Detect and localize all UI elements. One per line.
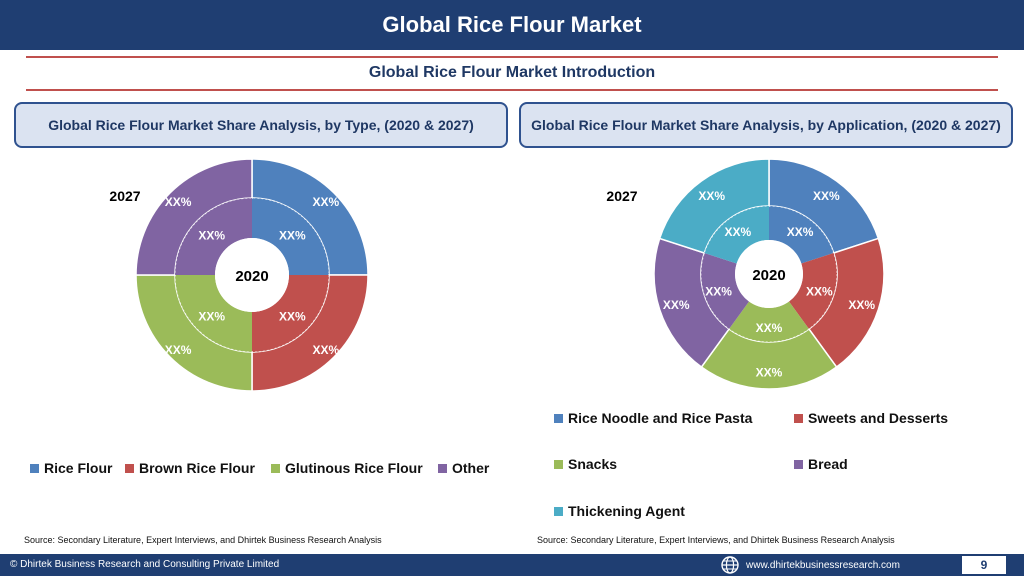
data-label-2027: XX% <box>698 189 725 203</box>
ring-separator <box>700 205 838 343</box>
type-chart-heading: Global Rice Flour Market Share Analysis,… <box>14 102 508 148</box>
slice-2020-rice-noodle-and-rice-pasta <box>769 206 834 264</box>
data-label-2027: XX% <box>313 343 340 357</box>
legend-item-sweets: Sweets and Desserts <box>794 410 948 426</box>
data-label-2020: XX% <box>705 284 732 298</box>
legend-item-rice-noodle: Rice Noodle and Rice Pasta <box>554 410 752 426</box>
ring-separator <box>174 197 330 353</box>
data-label-2020: XX% <box>198 309 225 323</box>
legend-swatch <box>271 463 280 473</box>
legend-label: Sweets and Desserts <box>808 410 949 426</box>
slice-2020-brown-rice-flour <box>252 275 329 352</box>
legend-label: Rice Flour <box>44 460 113 476</box>
slice-2020-glutinous-rice-flour <box>175 275 252 352</box>
copyright-text: © Dhirtek Business Research and Consulti… <box>10 559 280 570</box>
legend-label: Rice Noodle and Rice Pasta <box>568 410 753 426</box>
legend-swatch <box>794 413 803 423</box>
data-label-2020: XX% <box>725 225 752 239</box>
legend-item-bread: Bread <box>794 456 848 472</box>
footer-bar: © Dhirtek Business Research and Consulti… <box>0 554 1024 576</box>
data-label-2020: XX% <box>198 229 225 243</box>
legend-label: Bread <box>808 456 848 472</box>
website-text: www.dhirtekbusinessresearch.com <box>746 559 900 571</box>
slice-2020-other <box>175 198 252 275</box>
title-bar: Global Rice Flour Market <box>0 0 1024 50</box>
application-chart-heading: Global Rice Flour Market Share Analysis,… <box>519 102 1013 148</box>
page-number: 9 <box>962 556 1006 574</box>
legend-swatch <box>30 463 39 473</box>
data-label-2027: XX% <box>663 298 690 312</box>
legend-label: Other <box>452 460 490 476</box>
legend-label: Snacks <box>568 456 618 472</box>
slice-2020-thickening-agent <box>704 206 769 264</box>
type-donut-chart: XX% XX% XX% XX% XX% XX% XX% XX% 2020 2027 <box>109 158 369 392</box>
legend-item-snacks: Snacks <box>554 456 617 472</box>
legend-swatch <box>438 463 447 473</box>
data-label-2027: XX% <box>813 189 840 203</box>
legend-label: Thickening Agent <box>568 503 685 519</box>
legend-item-thickening-agent: Thickening Agent <box>554 503 685 519</box>
divider-bottom <box>26 89 998 91</box>
divider-top <box>26 56 998 58</box>
legend-swatch <box>125 463 134 473</box>
data-label-2020: XX% <box>756 321 783 335</box>
donut-hole <box>215 238 289 312</box>
data-label-2027: XX% <box>756 366 783 380</box>
data-label-2027: XX% <box>313 195 340 209</box>
legend-label: Glutinous Rice Flour <box>285 460 423 476</box>
slice-2020-snacks <box>729 301 809 342</box>
data-label-2020: XX% <box>806 284 833 298</box>
page-title: Global Rice Flour Market <box>382 12 642 37</box>
source-note-application: Source: Secondary Literature, Expert Int… <box>537 535 895 545</box>
globe-icon <box>721 556 739 574</box>
data-label-2027: XX% <box>165 343 192 357</box>
slice-2020-rice-flour <box>252 198 329 275</box>
data-label-2020: XX% <box>279 309 306 323</box>
section-title: Global Rice Flour Market Introduction <box>368 64 656 81</box>
donut-hole <box>735 240 803 308</box>
data-label-2020: XX% <box>787 225 814 239</box>
ring-label-2027: 2027 <box>109 188 140 204</box>
legend-label: Brown Rice Flour <box>139 460 255 476</box>
legend-item-glutinous-rice-flour: Glutinous Rice Flour <box>271 460 423 476</box>
slice-2020-bread <box>701 252 750 330</box>
data-label-2027: XX% <box>848 298 875 312</box>
ring-label-2027: 2027 <box>606 188 637 204</box>
slice-2020-sweets-and-desserts <box>788 252 837 330</box>
legend-swatch <box>554 413 563 423</box>
source-note-type: Source: Secondary Literature, Expert Int… <box>24 535 382 545</box>
legend-swatch <box>554 506 563 516</box>
data-label-2020: XX% <box>279 229 306 243</box>
legend-swatch <box>794 459 803 469</box>
data-label-2027: XX% <box>165 195 192 209</box>
application-donut-chart: XX% XX% XX% XX% XX% XX% XX% XX% XX% XX% 2020 2027 <box>606 158 885 390</box>
center-label-2020: 2020 <box>235 268 268 285</box>
legend-item-brown-rice-flour: Brown Rice Flour <box>125 460 255 476</box>
legend-swatch <box>554 459 563 469</box>
legend-item-rice-flour: Rice Flour <box>30 460 112 476</box>
legend-item-other: Other <box>438 460 489 476</box>
website-link[interactable]: www.dhirtekbusinessresearch.com <box>720 555 900 575</box>
center-label-2020: 2020 <box>752 267 785 284</box>
